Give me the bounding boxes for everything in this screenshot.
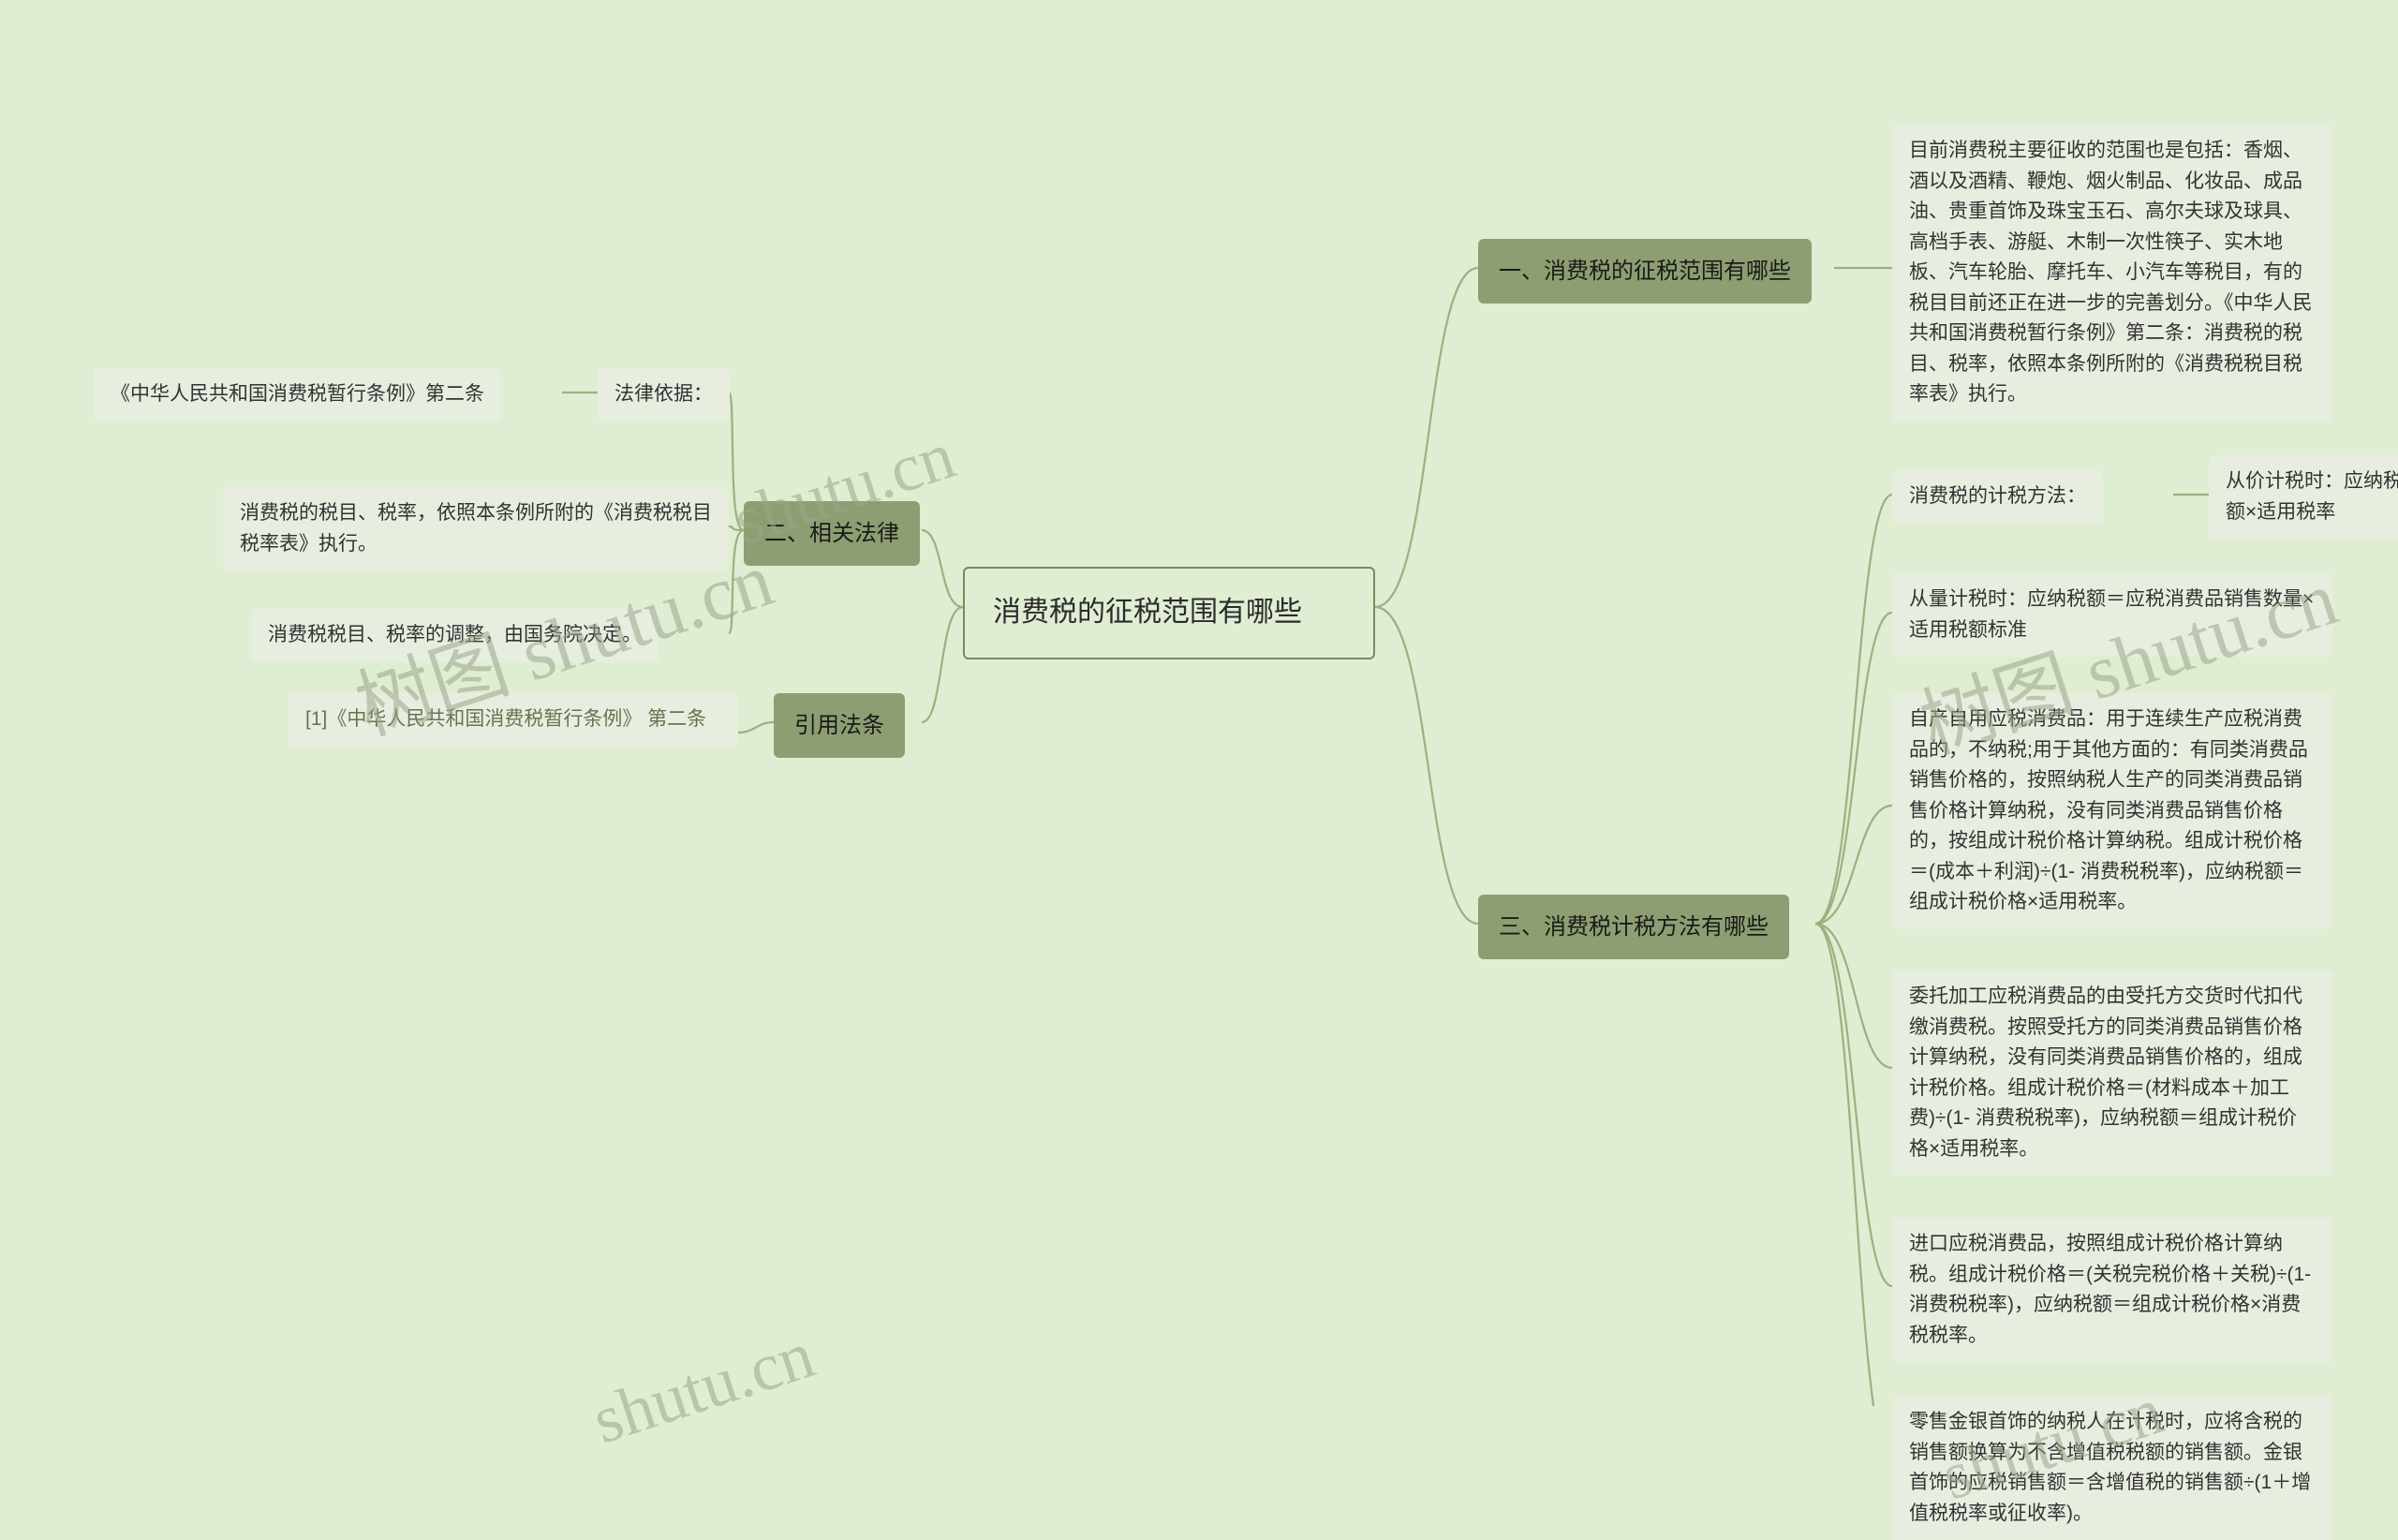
leaf-legal-basis[interactable]: 法律依据：	[598, 368, 730, 422]
branch-scope[interactable]: 一、消费税的征税范围有哪些	[1478, 239, 1812, 304]
leaf-adjustment[interactable]: 消费税税目、税率的调整，由国务院决定。	[251, 609, 659, 662]
branch-laws[interactable]: 二、相关法律	[744, 501, 920, 566]
leaf-citation[interactable]: [1]《中华人民共和国消费税暂行条例》 第二条	[289, 693, 738, 747]
leaf-import[interactable]: 进口应税消费品，按照组成计税价格计算纳税。组成计税价格＝(关税完税价格＋关税)÷…	[1892, 1218, 2332, 1362]
leaf-commission[interactable]: 委托加工应税消费品的由受托方交货时代扣代缴消费税。按照受托方的同类消费品销售价格…	[1892, 970, 2332, 1176]
mindmap-canvas: 消费税的征税范围有哪些 一、消费税的征税范围有哪些 三、消费税计税方法有哪些 二…	[0, 0, 2398, 1406]
root-node[interactable]: 消费税的征税范围有哪些	[963, 567, 1375, 659]
leaf-regulation-art2[interactable]: 《中华人民共和国消费税暂行条例》第二条	[94, 368, 501, 422]
branch-methods[interactable]: 三、消费税计税方法有哪些	[1478, 895, 1789, 959]
branch-references[interactable]: 引用法条	[774, 693, 905, 758]
watermark: shutu.cn	[584, 1316, 823, 1460]
leaf-tax-schedule[interactable]: 消费税的税目、税率，依照本条例所附的《消费税税目税率表》执行。	[223, 487, 729, 570]
leaf-specific[interactable]: 从量计税时：应纳税额＝应税消费品销售数量×适用税额标准	[1892, 573, 2332, 657]
leaf-selfuse[interactable]: 自产自用应税消费品：用于连续生产应税消费品的，不纳税;用于其他方面的：有同类消费…	[1892, 693, 2332, 929]
leaf-advalorem[interactable]: 从价计税时：应纳税额＝应税消费品销售额×适用税率	[2209, 455, 2398, 539]
leaf-goldsilver[interactable]: 零售金银首饰的纳税人在计税时，应将含税的销售额换算为不含增值税税额的销售额。金银…	[1892, 1396, 2332, 1540]
leaf-scope-detail[interactable]: 目前消费税主要征收的范围也是包括：香烟、酒以及酒精、鞭炮、烟火制品、化妆品、成品…	[1892, 125, 2332, 422]
leaf-method-header[interactable]: 消费税的计税方法：	[1892, 470, 2103, 524]
